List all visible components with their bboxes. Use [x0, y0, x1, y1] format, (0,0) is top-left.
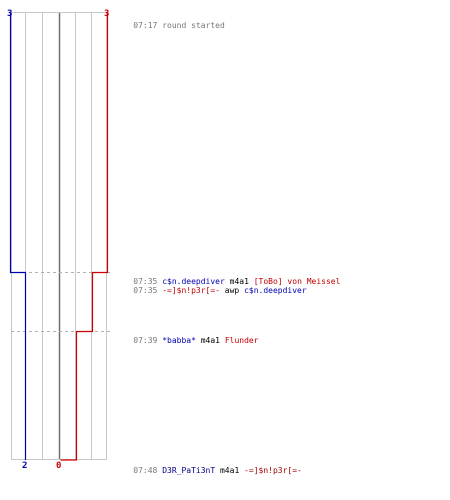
weapon-name: m4a1 — [224, 277, 254, 286]
blue-end-score: 2 — [22, 461, 27, 471]
weapon-name: awp — [219, 286, 245, 295]
red-team-line — [60, 12, 109, 461]
event-time: 07:35 — [133, 277, 158, 286]
weapon-name: m4a1 — [215, 466, 245, 475]
event-time: 07:35 — [133, 286, 158, 295]
killer-name: D3R_PaTi3nT — [162, 466, 216, 475]
killer-name: *babba* — [162, 336, 196, 345]
event-time: 07:39 — [133, 336, 158, 345]
kill-event-line: 07:35 -=]$n!p3r[=- awp c$n.deepdiver — [114, 276, 307, 306]
victim-name: c$n.deepdiver — [244, 286, 307, 295]
victim-name: Flunder — [224, 336, 259, 345]
killer-name: c$n.deepdiver — [162, 277, 225, 286]
kill-event-line: 07:48 D3R_PaTi3nT m4a1 -=]$n!p3r[=- — [114, 456, 302, 486]
victim-name: [ToBo] von Meissel — [253, 277, 341, 286]
victim-name: -=]$n!p3r[=- — [244, 466, 302, 475]
kill-event-line: 07:39 *babba* m4a1 Flunder — [114, 326, 259, 356]
event-time: 07:17 — [133, 21, 158, 30]
event-time: 07:48 — [133, 466, 158, 475]
blue-start-score: 3 — [7, 9, 12, 19]
event-log-line: 07:17 round started — [114, 11, 225, 41]
kill-event-line: 07:35 c$n.deepdiver m4a1 [ToBo] von Meis… — [114, 267, 340, 297]
event-text: round started — [162, 21, 225, 30]
red-end-score: 0 — [56, 461, 61, 471]
blue-team-line — [9, 12, 27, 460]
red-start-score: 3 — [104, 9, 109, 19]
weapon-name: m4a1 — [195, 336, 225, 345]
killer-name: -=]$n!p3r[=- — [162, 286, 220, 295]
